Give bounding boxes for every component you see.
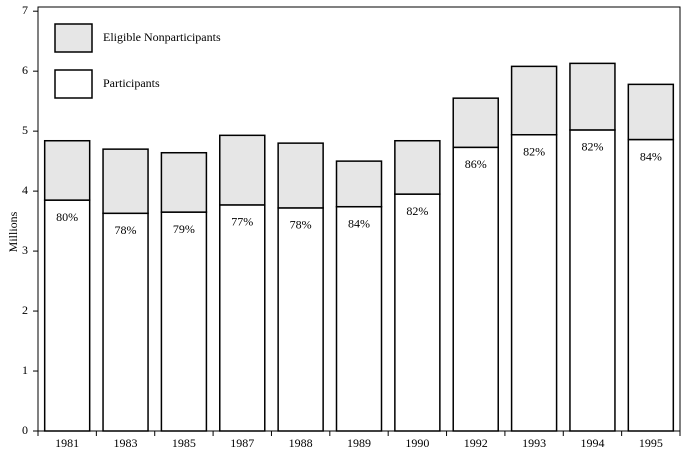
participation-label: 82%: [406, 204, 428, 218]
y-tick-label: 2: [22, 303, 28, 317]
participation-label: 78%: [290, 218, 312, 232]
participation-label: 86%: [465, 157, 487, 171]
bar-segment: [219, 204, 266, 432]
bar-segment: [452, 97, 499, 149]
bar-segment: [277, 207, 324, 432]
bar-segment: [277, 142, 324, 209]
x-tick-label: 1994: [580, 436, 604, 450]
bar-segment: [219, 134, 266, 206]
bar-segment: [569, 62, 616, 131]
y-tick-label: 5: [22, 123, 28, 137]
bar-segment: [102, 148, 149, 215]
y-axis-title: Millions: [6, 211, 20, 252]
bar-segment: [43, 199, 91, 432]
participation-label: 79%: [173, 222, 195, 236]
participation-label: 77%: [231, 215, 253, 229]
x-tick-label: 1992: [464, 436, 488, 450]
x-tick-label: 1993: [522, 436, 546, 450]
y-tick-label: 7: [22, 3, 28, 17]
participation-label: 80%: [56, 210, 78, 224]
bar-segment: [160, 211, 208, 432]
legend-swatch: [54, 69, 93, 99]
y-tick-label: 6: [22, 63, 28, 77]
x-tick-label: 1995: [639, 436, 663, 450]
y-tick-label: 1: [22, 363, 28, 377]
participation-label: 82%: [581, 140, 603, 154]
participation-label: 82%: [523, 144, 545, 158]
y-tick-label: 3: [22, 243, 28, 257]
legend-label: Eligible Nonparticipants: [103, 30, 221, 44]
bar-segment: [394, 193, 441, 432]
bar-segment: [102, 212, 149, 432]
x-tick-label: 1981: [55, 436, 79, 450]
x-tick-label: 1988: [289, 436, 313, 450]
bar-segment: [510, 65, 558, 136]
bar-segment: [510, 133, 558, 432]
participation-label: 84%: [640, 149, 662, 163]
legend-swatch: [54, 23, 93, 53]
bar-segment: [452, 146, 499, 432]
bar-segment: [569, 129, 616, 432]
x-tick-label: 1987: [230, 436, 254, 450]
bar-segment: [394, 139, 441, 195]
x-tick-label: 1989: [347, 436, 371, 450]
participation-label: 84%: [348, 216, 370, 230]
y-tick-label: 4: [22, 183, 28, 197]
x-tick-label: 1985: [172, 436, 196, 450]
bar-segment: [627, 138, 675, 432]
legend-label: Participants: [103, 76, 160, 90]
participation-label: 78%: [115, 223, 137, 237]
bar-segment: [335, 160, 383, 208]
bar-segment: [335, 205, 383, 432]
bar-segment: [160, 151, 208, 213]
x-tick-label: 1990: [405, 436, 429, 450]
bar-segment: [627, 83, 675, 141]
bar-segment: [43, 139, 91, 201]
y-tick-label: 0: [22, 423, 28, 437]
x-tick-label: 1983: [114, 436, 138, 450]
